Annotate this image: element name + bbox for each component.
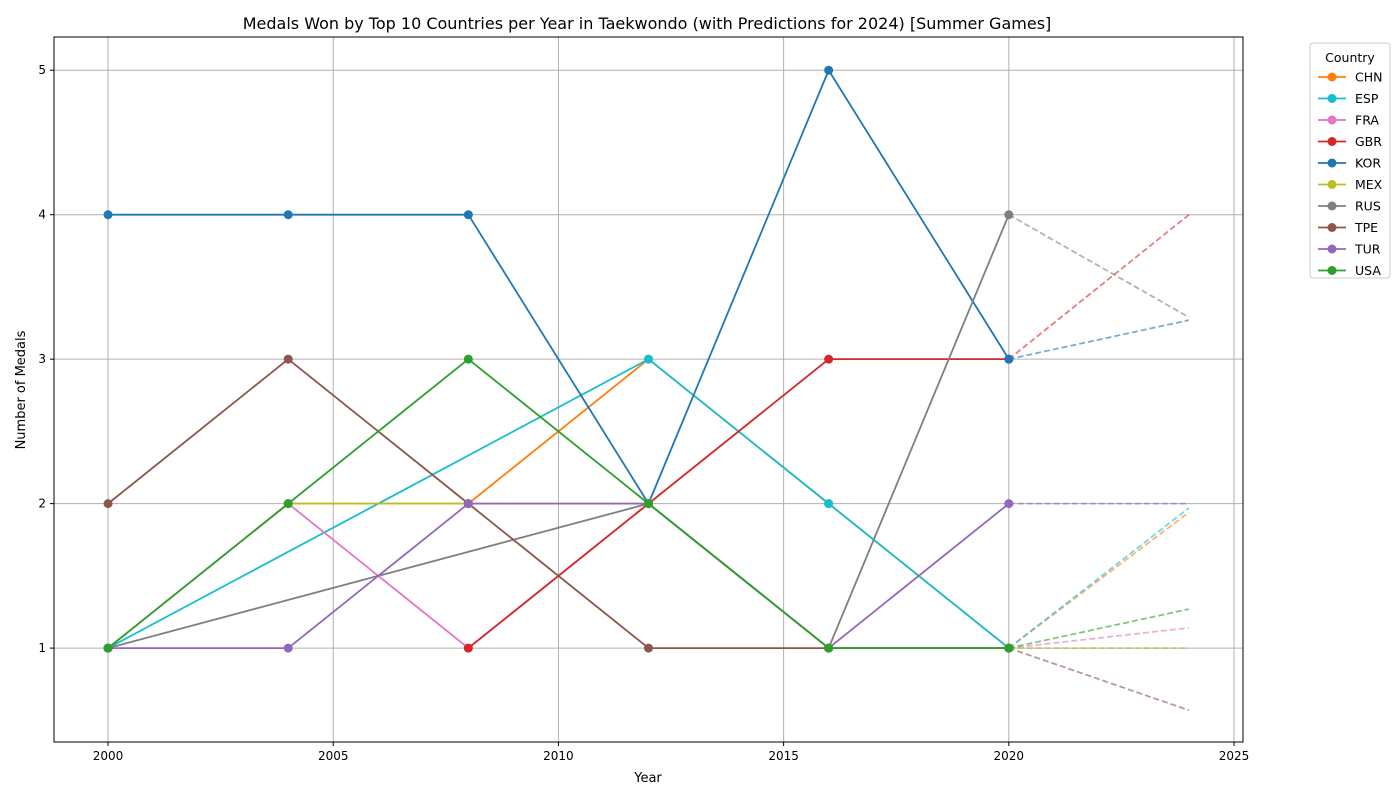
chart-title: Medals Won by Top 10 Countries per Year … — [243, 14, 1052, 33]
data-point-tpe — [103, 499, 113, 509]
data-point-kor — [824, 65, 834, 75]
series-line-kor — [108, 69, 1010, 505]
legend-swatch-marker — [1327, 201, 1337, 211]
y-tick-label: 3 — [38, 352, 46, 366]
series-mex — [283, 499, 1014, 653]
data-point-kor — [103, 210, 113, 220]
x-tick-label: 2020 — [994, 749, 1025, 763]
legend-title: Country — [1325, 50, 1375, 65]
data-point-usa — [463, 354, 473, 364]
legend-swatch-marker — [1327, 244, 1337, 254]
legend-item-usa: USA — [1318, 263, 1381, 278]
data-point-usa — [1004, 643, 1014, 653]
data-point-usa — [644, 499, 653, 509]
legend-items: CHN ESP FRA GBR KOR MEX RUS TPE TUR USA — [1318, 70, 1383, 278]
data-point-gbr — [824, 354, 834, 364]
data-point-esp — [644, 354, 653, 364]
legend-item-esp: ESP — [1318, 91, 1379, 106]
x-tick-label: 2005 — [318, 749, 349, 763]
prediction-line-gbr — [1008, 213, 1190, 360]
legend-label: RUS — [1355, 199, 1381, 214]
y-axis-label: Number of Medals — [14, 330, 29, 449]
y-tick-label: 1 — [38, 641, 46, 655]
data-point-esp — [824, 499, 834, 509]
legend-label: FRA — [1355, 113, 1379, 128]
series-line-usa — [107, 358, 1009, 649]
legend-swatch-marker — [1327, 180, 1337, 189]
prediction-line-tpe — [1008, 647, 1190, 712]
legend-swatch-marker — [1327, 115, 1337, 125]
data-point-tpe — [644, 643, 653, 653]
series-lines — [103, 65, 1014, 653]
prediction-line-usa — [1008, 608, 1190, 649]
legend-label: GBR — [1355, 134, 1382, 149]
data-point-usa — [103, 643, 113, 653]
legend-swatch-marker — [1327, 223, 1337, 232]
prediction-line-fra — [1008, 626, 1190, 649]
legend-swatch-marker — [1327, 266, 1337, 275]
axis-ticks: 2000 2005 2010 2015 2020 2025 1 2 3 4 5 — [38, 63, 1249, 763]
data-point-usa — [283, 499, 293, 509]
y-tick-label: 4 — [38, 208, 46, 222]
data-point-tur — [283, 643, 293, 653]
plot-frame — [53, 36, 1244, 743]
legend-swatch-marker — [1327, 158, 1337, 168]
legend-swatch-marker — [1327, 94, 1337, 103]
series-usa — [103, 354, 1014, 653]
x-tick-label: 2015 — [768, 749, 799, 763]
x-tick-label: 2010 — [543, 749, 574, 763]
legend-item-tpe: TPE — [1318, 220, 1378, 235]
data-point-rus — [1004, 210, 1014, 220]
legend: Country CHN ESP FRA GBR KOR MEX RUS TPE TUR USA — [1309, 42, 1391, 279]
legend-item-mex: MEX — [1318, 177, 1383, 192]
data-point-tur — [463, 499, 473, 509]
y-tick-label: 5 — [38, 63, 46, 77]
legend-item-tur: TUR — [1318, 242, 1381, 257]
x-tick-label: 2000 — [93, 749, 124, 763]
x-axis-label: Year — [633, 771, 662, 786]
data-point-kor — [283, 210, 293, 220]
legend-item-kor: KOR — [1318, 156, 1381, 171]
prediction-lines — [1008, 213, 1190, 712]
data-point-tpe — [283, 354, 293, 364]
legend-label: TPE — [1354, 220, 1378, 235]
x-tick-label: 2025 — [1219, 749, 1250, 763]
legend-label: ESP — [1355, 91, 1379, 106]
legend-item-chn: CHN — [1318, 70, 1382, 85]
data-point-tur — [1004, 499, 1014, 509]
legend-label: USA — [1355, 263, 1381, 278]
legend-item-rus: RUS — [1318, 199, 1381, 214]
legend-label: MEX — [1355, 177, 1383, 192]
legend-swatch-marker — [1327, 72, 1337, 82]
legend-label: CHN — [1355, 70, 1382, 85]
prediction-line-esp — [1008, 507, 1190, 649]
legend-label: TUR — [1354, 242, 1381, 257]
prediction-line-rus — [1008, 213, 1190, 319]
data-point-gbr — [463, 643, 473, 653]
data-point-kor — [463, 210, 473, 220]
series-kor — [103, 65, 1014, 509]
legend-label: KOR — [1355, 156, 1381, 171]
legend-item-gbr: GBR — [1318, 134, 1382, 149]
series-line-tur — [108, 502, 1010, 649]
y-tick-label: 2 — [38, 497, 46, 511]
legend-item-fra: FRA — [1318, 113, 1379, 128]
data-point-usa — [824, 643, 834, 653]
series-line-mex — [288, 502, 1009, 649]
prediction-line-kor — [1008, 319, 1190, 361]
data-point-kor — [1004, 354, 1014, 364]
legend-swatch-marker — [1327, 137, 1337, 146]
